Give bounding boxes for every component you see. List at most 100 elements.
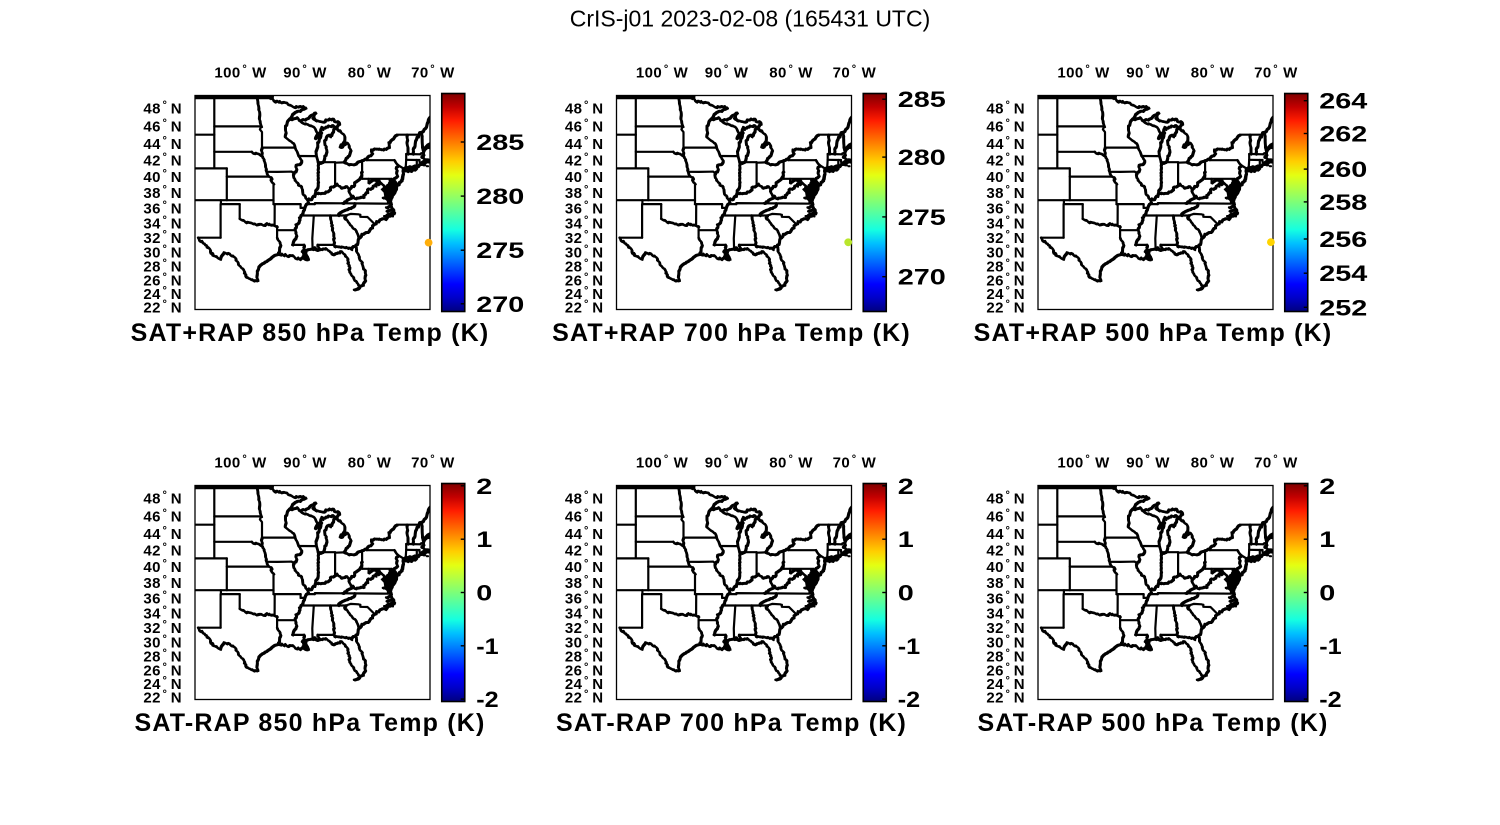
svg-text:30 ° N: 30 ° N bbox=[143, 244, 182, 262]
svg-text:32 ° N: 32 ° N bbox=[143, 619, 182, 637]
svg-text:26 ° N: 26 ° N bbox=[986, 662, 1025, 680]
svg-text:280: 280 bbox=[476, 185, 524, 209]
svg-text:44 ° N: 44 ° N bbox=[565, 525, 604, 543]
svg-text:280: 280 bbox=[898, 146, 946, 170]
svg-text:26 ° N: 26 ° N bbox=[143, 272, 182, 290]
svg-text:48 ° N: 48 ° N bbox=[143, 489, 182, 507]
svg-text:2: 2 bbox=[476, 475, 492, 499]
svg-text:44 ° N: 44 ° N bbox=[565, 135, 604, 153]
svg-text:28 ° N: 28 ° N bbox=[986, 648, 1025, 666]
svg-text:38 ° N: 38 ° N bbox=[986, 574, 1025, 592]
svg-text:30 ° N: 30 ° N bbox=[986, 244, 1025, 262]
svg-text:22 ° N: 22 ° N bbox=[565, 689, 604, 707]
svg-text:-1: -1 bbox=[1319, 634, 1341, 659]
svg-text:SAT+RAP 700 hPa Temp (K): SAT+RAP 700 hPa Temp (K) bbox=[552, 319, 911, 347]
svg-text:SAT-RAP 700 hPa Temp (K): SAT-RAP 700 hPa Temp (K) bbox=[556, 709, 907, 737]
svg-text:70 ° W: 70 ° W bbox=[833, 454, 877, 472]
svg-text:100 ° W: 100 ° W bbox=[214, 454, 267, 472]
svg-text:40 ° N: 40 ° N bbox=[143, 168, 182, 186]
svg-text:36 ° N: 36 ° N bbox=[986, 199, 1025, 217]
svg-text:100 ° W: 100 ° W bbox=[1057, 454, 1110, 472]
svg-text:100 ° W: 100 ° W bbox=[636, 64, 689, 82]
svg-text:34 ° N: 34 ° N bbox=[565, 215, 604, 233]
svg-text:34 ° N: 34 ° N bbox=[986, 605, 1025, 623]
svg-text:90 ° W: 90 ° W bbox=[283, 64, 327, 82]
svg-text:22 ° N: 22 ° N bbox=[143, 299, 182, 317]
svg-text:34 ° N: 34 ° N bbox=[143, 605, 182, 623]
svg-text:36 ° N: 36 ° N bbox=[565, 589, 604, 607]
svg-text:32 ° N: 32 ° N bbox=[565, 619, 604, 637]
svg-text:42 ° N: 42 ° N bbox=[143, 542, 182, 560]
svg-text:42 ° N: 42 ° N bbox=[986, 152, 1025, 170]
svg-text:40 ° N: 40 ° N bbox=[143, 558, 182, 576]
svg-text:48 ° N: 48 ° N bbox=[986, 99, 1025, 117]
svg-text:48 ° N: 48 ° N bbox=[986, 489, 1025, 507]
svg-text:1: 1 bbox=[1319, 528, 1335, 552]
svg-text:252: 252 bbox=[1319, 296, 1367, 320]
svg-text:26 ° N: 26 ° N bbox=[565, 272, 604, 290]
svg-text:22 ° N: 22 ° N bbox=[565, 299, 604, 317]
svg-text:34 ° N: 34 ° N bbox=[986, 215, 1025, 233]
svg-text:30 ° N: 30 ° N bbox=[565, 244, 604, 262]
svg-text:285: 285 bbox=[898, 88, 946, 112]
svg-text:42 ° N: 42 ° N bbox=[143, 152, 182, 170]
svg-text:38 ° N: 38 ° N bbox=[143, 574, 182, 592]
svg-text:22 ° N: 22 ° N bbox=[986, 689, 1025, 707]
svg-text:2: 2 bbox=[1319, 475, 1335, 499]
svg-text:38 ° N: 38 ° N bbox=[986, 184, 1025, 202]
svg-text:-2: -2 bbox=[476, 687, 498, 712]
svg-text:275: 275 bbox=[476, 239, 524, 263]
svg-text:70 ° W: 70 ° W bbox=[411, 64, 455, 82]
svg-text:26 ° N: 26 ° N bbox=[986, 272, 1025, 290]
svg-text:24 ° N: 24 ° N bbox=[986, 285, 1025, 303]
svg-text:46 ° N: 46 ° N bbox=[565, 117, 604, 135]
svg-text:38 ° N: 38 ° N bbox=[565, 574, 604, 592]
svg-text:28 ° N: 28 ° N bbox=[565, 258, 604, 276]
svg-text:46 ° N: 46 ° N bbox=[565, 507, 604, 525]
svg-text:24 ° N: 24 ° N bbox=[565, 285, 604, 303]
svg-text:44 ° N: 44 ° N bbox=[143, 525, 182, 543]
svg-text:2: 2 bbox=[898, 475, 914, 499]
svg-text:80 ° W: 80 ° W bbox=[348, 454, 392, 472]
svg-text:28 ° N: 28 ° N bbox=[986, 258, 1025, 276]
svg-text:70 ° W: 70 ° W bbox=[833, 64, 877, 82]
svg-text:38 ° N: 38 ° N bbox=[565, 184, 604, 202]
svg-text:46 ° N: 46 ° N bbox=[143, 507, 182, 525]
svg-text:26 ° N: 26 ° N bbox=[143, 662, 182, 680]
svg-text:32 ° N: 32 ° N bbox=[986, 619, 1025, 637]
svg-text:48 ° N: 48 ° N bbox=[143, 99, 182, 117]
svg-text:24 ° N: 24 ° N bbox=[143, 675, 182, 693]
svg-text:1: 1 bbox=[898, 528, 914, 552]
svg-text:SAT+RAP 850 hPa Temp (K): SAT+RAP 850 hPa Temp (K) bbox=[131, 319, 490, 347]
svg-text:90 ° W: 90 ° W bbox=[1126, 64, 1170, 82]
svg-text:70 ° W: 70 ° W bbox=[411, 454, 455, 472]
svg-text:48 ° N: 48 ° N bbox=[565, 489, 604, 507]
svg-text:34 ° N: 34 ° N bbox=[143, 215, 182, 233]
svg-text:36 ° N: 36 ° N bbox=[143, 589, 182, 607]
svg-text:80 ° W: 80 ° W bbox=[769, 454, 813, 472]
svg-text:90 ° W: 90 ° W bbox=[1126, 454, 1170, 472]
svg-text:CrIS-j01 2023-02-08 (165431 UT: CrIS-j01 2023-02-08 (165431 UTC) bbox=[570, 6, 931, 32]
svg-text:100 ° W: 100 ° W bbox=[214, 64, 267, 82]
svg-text:28 ° N: 28 ° N bbox=[143, 258, 182, 276]
svg-text:30 ° N: 30 ° N bbox=[143, 634, 182, 652]
svg-text:270: 270 bbox=[476, 293, 524, 317]
svg-text:48 ° N: 48 ° N bbox=[565, 99, 604, 117]
svg-text:40 ° N: 40 ° N bbox=[565, 168, 604, 186]
svg-text:24 ° N: 24 ° N bbox=[986, 675, 1025, 693]
svg-text:285: 285 bbox=[476, 131, 524, 155]
svg-text:32 ° N: 32 ° N bbox=[986, 229, 1025, 247]
svg-text:44 ° N: 44 ° N bbox=[986, 135, 1025, 153]
svg-text:32 ° N: 32 ° N bbox=[565, 229, 604, 247]
svg-text:28 ° N: 28 ° N bbox=[143, 648, 182, 666]
svg-text:46 ° N: 46 ° N bbox=[986, 117, 1025, 135]
svg-text:80 ° W: 80 ° W bbox=[769, 64, 813, 82]
svg-text:80 ° W: 80 ° W bbox=[348, 64, 392, 82]
svg-text:46 ° N: 46 ° N bbox=[986, 507, 1025, 525]
svg-text:38 ° N: 38 ° N bbox=[143, 184, 182, 202]
svg-text:36 ° N: 36 ° N bbox=[565, 199, 604, 217]
svg-text:44 ° N: 44 ° N bbox=[143, 135, 182, 153]
svg-text:0: 0 bbox=[476, 581, 492, 605]
svg-text:270: 270 bbox=[898, 266, 946, 290]
svg-text:258: 258 bbox=[1319, 191, 1367, 215]
